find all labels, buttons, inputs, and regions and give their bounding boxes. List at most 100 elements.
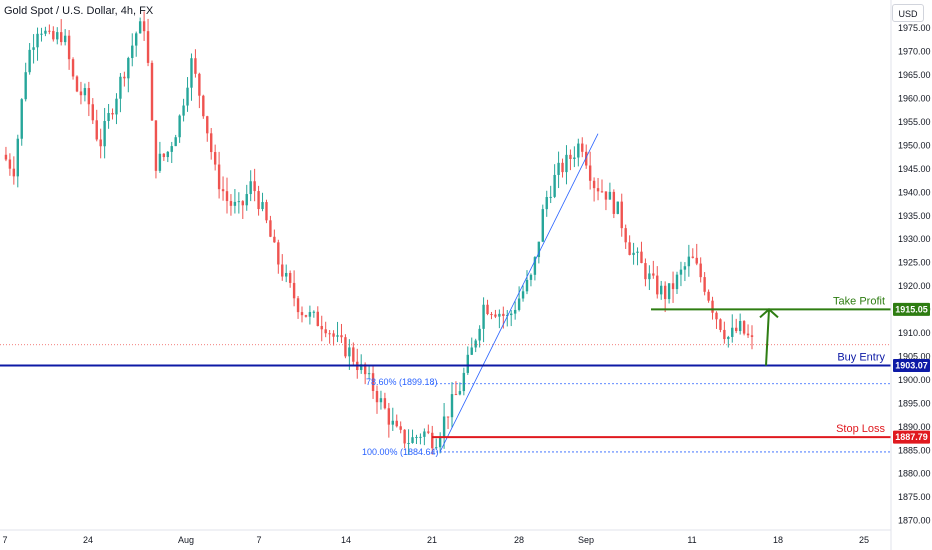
candle bbox=[4, 146, 8, 162]
candle bbox=[746, 324, 750, 338]
candle bbox=[75, 75, 79, 93]
candle-body bbox=[281, 264, 284, 277]
candle-body bbox=[628, 242, 631, 255]
candle-body bbox=[16, 138, 19, 177]
candle-body bbox=[75, 76, 79, 92]
candle bbox=[56, 27, 59, 45]
candle-body bbox=[241, 201, 244, 206]
candle bbox=[513, 301, 517, 320]
candle bbox=[245, 184, 248, 211]
candle-body bbox=[210, 133, 213, 153]
candle bbox=[367, 364, 371, 379]
candle bbox=[679, 261, 683, 287]
candle-body bbox=[300, 312, 304, 316]
candle bbox=[83, 83, 87, 102]
candle bbox=[320, 315, 323, 342]
candles bbox=[4, 11, 754, 455]
candle bbox=[683, 262, 687, 282]
candle bbox=[12, 156, 16, 185]
candle-body bbox=[715, 312, 718, 320]
candle-body bbox=[308, 312, 312, 317]
candle bbox=[419, 433, 422, 445]
candle-body bbox=[79, 91, 83, 96]
price-tag bbox=[893, 359, 930, 373]
candle-body bbox=[660, 285, 663, 295]
candle-body bbox=[40, 33, 43, 35]
candle-body bbox=[608, 191, 612, 200]
candle-body bbox=[648, 273, 651, 280]
candle bbox=[510, 310, 513, 327]
candle bbox=[229, 194, 233, 216]
candle bbox=[162, 153, 166, 161]
candle-body bbox=[411, 437, 414, 444]
candle-body bbox=[99, 139, 102, 147]
candle bbox=[123, 71, 126, 87]
candle-body bbox=[742, 321, 746, 334]
candle-body bbox=[206, 116, 209, 134]
candle bbox=[656, 266, 659, 299]
candle bbox=[750, 325, 754, 350]
candle-body bbox=[44, 30, 47, 34]
candle bbox=[636, 247, 639, 266]
candle bbox=[285, 264, 288, 283]
candle bbox=[545, 190, 548, 217]
candle-body bbox=[119, 76, 122, 99]
candle-body bbox=[482, 304, 485, 329]
candle bbox=[257, 185, 260, 216]
candle bbox=[446, 416, 450, 430]
candle bbox=[715, 311, 718, 329]
candle-body bbox=[312, 311, 316, 313]
candle-body bbox=[24, 72, 27, 100]
candle bbox=[735, 318, 738, 334]
candle bbox=[332, 330, 335, 346]
candle bbox=[588, 151, 592, 190]
candle-body bbox=[217, 164, 221, 190]
candle-body bbox=[316, 311, 319, 326]
candle-body bbox=[498, 313, 501, 317]
candle bbox=[671, 271, 675, 303]
candle-body bbox=[474, 340, 477, 348]
candle bbox=[435, 438, 438, 450]
overlays: 78.60% (1899.18) 100.00% (1884.64) Take Pr… bbox=[0, 133, 891, 457]
fib-786-label: 78.60% (1899.18) bbox=[366, 377, 438, 387]
candle bbox=[470, 337, 473, 355]
candle bbox=[482, 297, 485, 343]
currency-button[interactable]: USD bbox=[892, 4, 924, 22]
candle bbox=[213, 144, 217, 171]
y-tick-label: 1945.00 bbox=[898, 164, 931, 174]
fib-trendline bbox=[439, 133, 599, 453]
candle-body bbox=[142, 21, 146, 32]
candle-body bbox=[87, 88, 91, 105]
candle bbox=[281, 254, 284, 281]
y-tick-label: 1880.00 bbox=[898, 469, 931, 479]
candle bbox=[648, 265, 651, 291]
candle-body bbox=[296, 298, 300, 313]
candle-body bbox=[585, 151, 588, 166]
candle bbox=[210, 128, 213, 160]
candle-body bbox=[675, 274, 679, 290]
candle-body bbox=[525, 279, 529, 292]
candle bbox=[146, 18, 150, 67]
candle bbox=[178, 114, 181, 143]
candle bbox=[486, 299, 489, 316]
candle-body bbox=[513, 309, 517, 314]
level-label: Stop Loss bbox=[836, 423, 885, 435]
candle-body bbox=[454, 394, 458, 396]
candle-body bbox=[103, 121, 106, 147]
candle-body bbox=[731, 327, 734, 337]
candle bbox=[221, 176, 225, 201]
candle bbox=[182, 98, 185, 122]
x-tick-label: 7 bbox=[2, 535, 7, 545]
candle-body bbox=[695, 257, 698, 264]
candle-body bbox=[257, 191, 260, 210]
candle-body bbox=[707, 291, 710, 301]
candle-body bbox=[490, 314, 493, 316]
fib-100-label: 100.00% (1884.64) bbox=[362, 447, 439, 457]
candle bbox=[52, 26, 55, 42]
candle-body bbox=[4, 154, 8, 160]
candle bbox=[142, 11, 146, 41]
candle-body bbox=[91, 104, 94, 121]
candle-body bbox=[549, 196, 552, 198]
candle bbox=[478, 325, 481, 348]
